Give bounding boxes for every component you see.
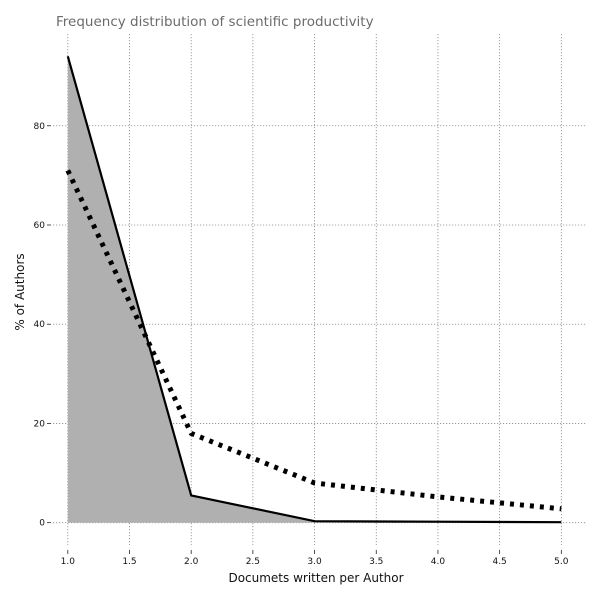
x-tick-label: 2.5 bbox=[246, 557, 260, 567]
chart-title: Frequency distribution of scientific pro… bbox=[56, 14, 374, 30]
y-tick-label: 20 bbox=[34, 419, 46, 429]
y-axis-label: % of Authors bbox=[13, 253, 27, 330]
y-tick-label: 40 bbox=[34, 320, 46, 330]
x-tick-label: 2.0 bbox=[184, 557, 199, 567]
series-layer bbox=[65, 56, 562, 524]
x-tick-label: 5.0 bbox=[554, 557, 569, 567]
y-tick-label: 80 bbox=[34, 122, 46, 132]
ticks: 1.0 1.5 2.0 2.5 3.0 3.5 4.0 4.5 5.0 0 20 40 60 80 bbox=[34, 122, 569, 567]
x-tick-label: 1.5 bbox=[122, 557, 136, 567]
y-tick-label: 60 bbox=[34, 221, 46, 231]
x-tick-label: 4.5 bbox=[492, 557, 506, 567]
y-tick-label: 0 bbox=[39, 519, 45, 529]
x-tick-label: 1.0 bbox=[61, 557, 76, 567]
x-axis-label: Documets written per Author bbox=[228, 571, 403, 585]
x-tick-label: 3.0 bbox=[307, 557, 322, 567]
series-0-area bbox=[67, 56, 562, 523]
x-tick-label: 4.0 bbox=[431, 557, 446, 567]
x-tick-label: 3.5 bbox=[369, 557, 383, 567]
